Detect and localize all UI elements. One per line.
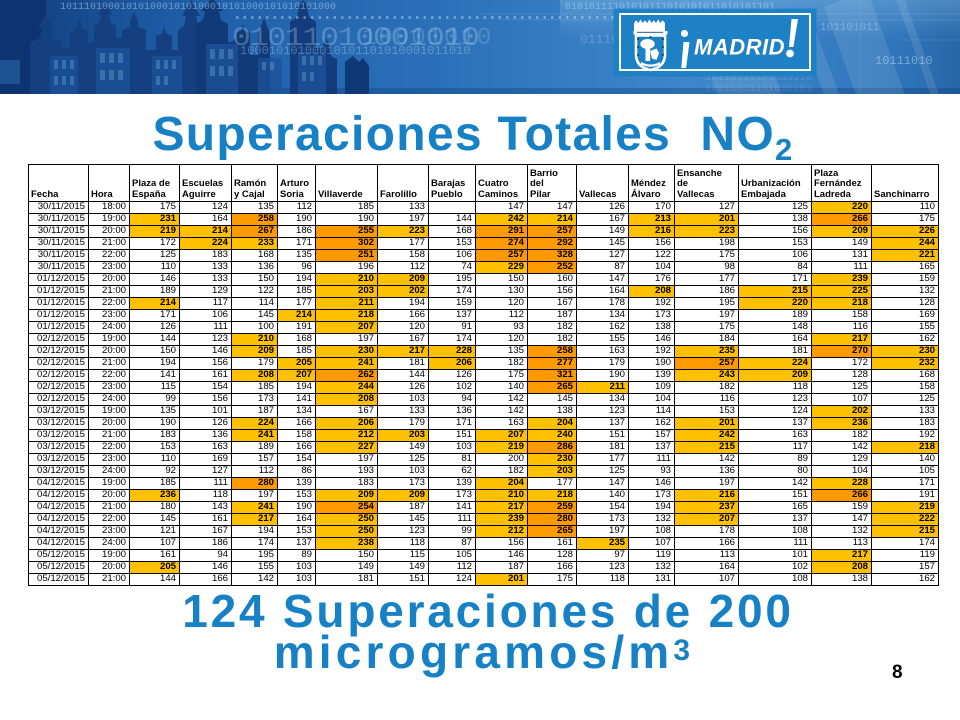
svg-text:01011010001010: 01011010001010 <box>232 23 479 53</box>
svg-text:10111010: 10111010 <box>875 54 933 68</box>
svg-text:100010101000101011010100010110: 10001010100010101101010001011010 <box>240 44 470 58</box>
svg-text:101110100010101000101010001010: 1011101000101010001010100010101000101010… <box>60 2 336 13</box>
svg-text:101101011: 101101011 <box>820 22 880 34</box>
svg-text:10001010: 10001010 <box>362 25 493 52</box>
svg-text:MADRID: MADRID <box>694 35 785 60</box>
svg-text:10011011101010101: 10011011101010101 <box>705 83 812 94</box>
svg-text:010101111010101110101010110101: 01010111101010111010101011010101101 <box>565 2 775 13</box>
